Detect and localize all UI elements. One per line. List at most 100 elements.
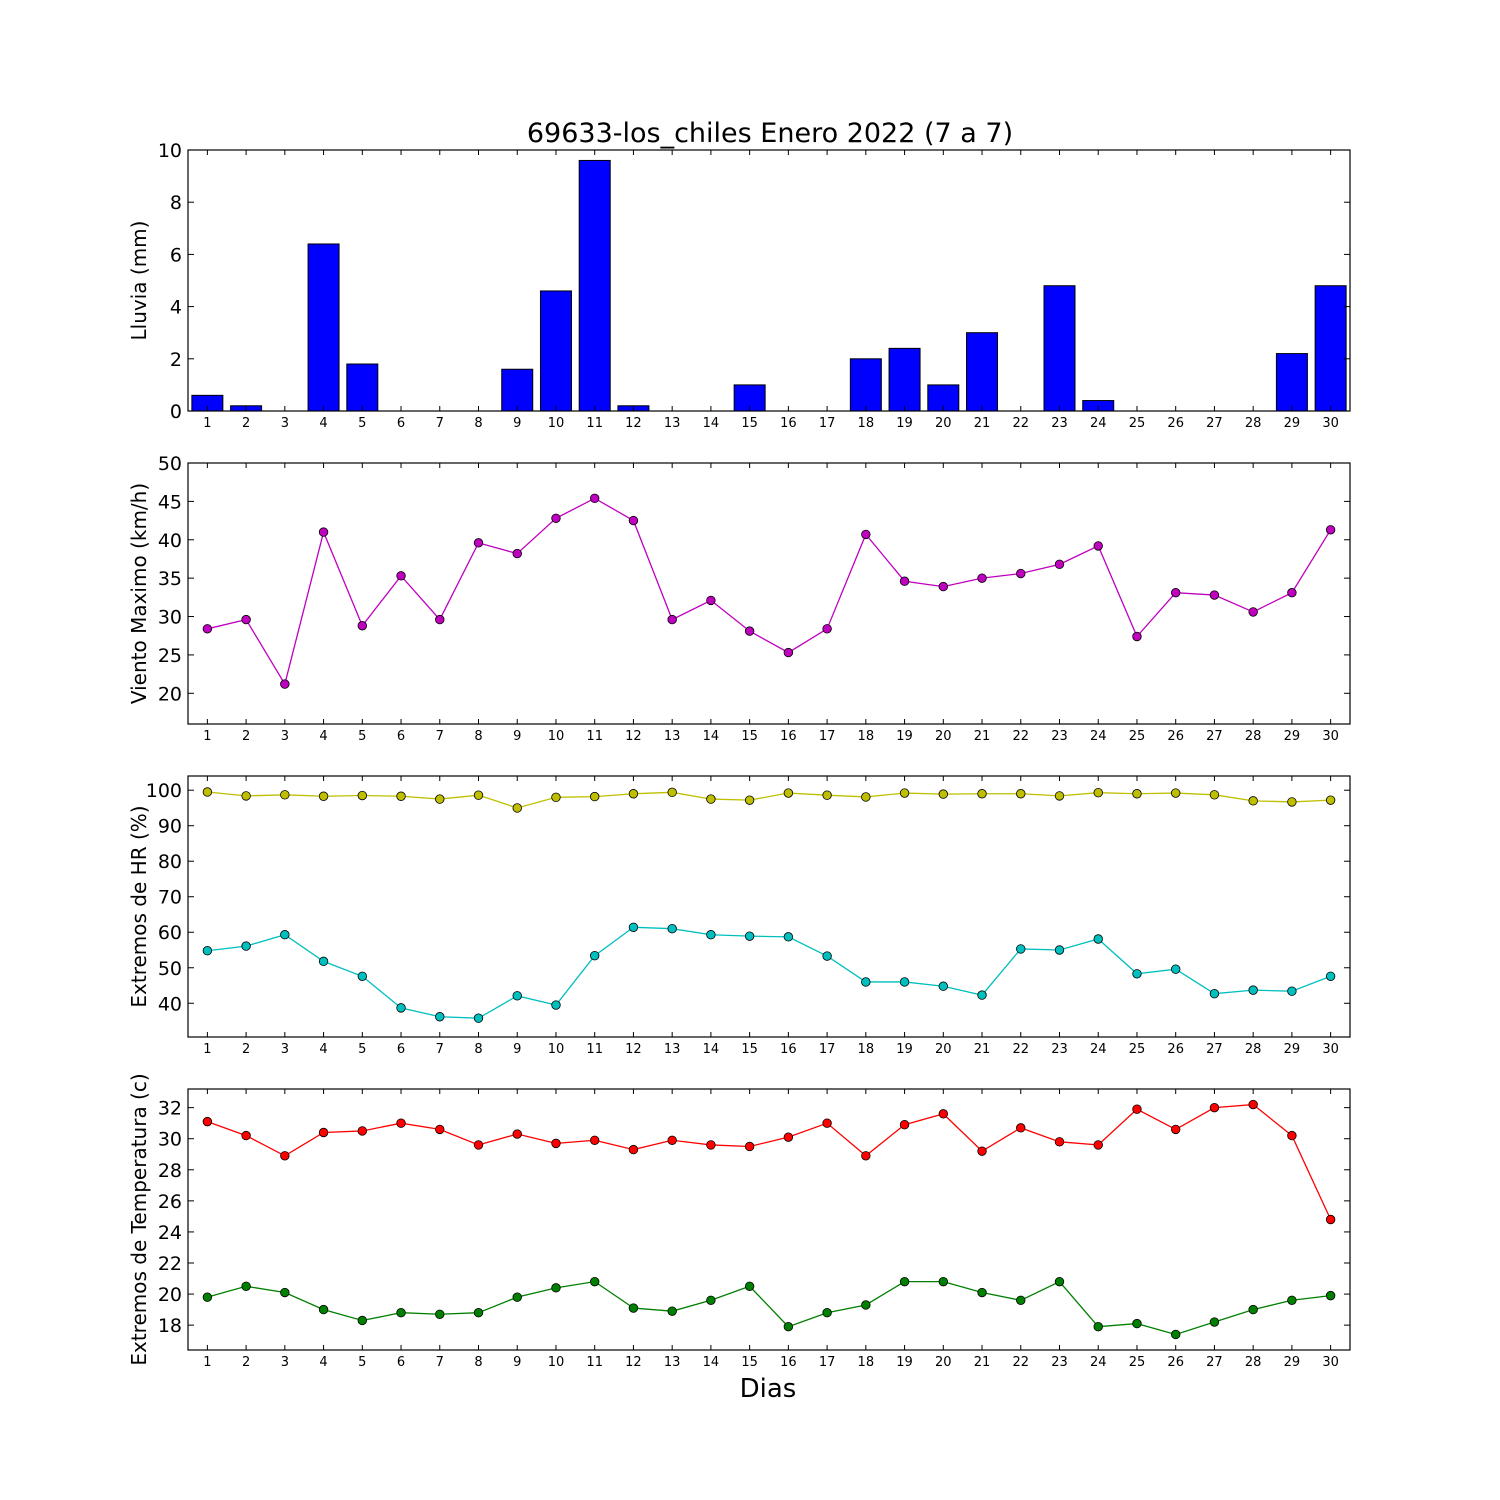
y-tick-label: 90	[158, 816, 182, 838]
point-series-1-day-18	[861, 792, 871, 802]
x-tick-label: 17	[819, 416, 836, 431]
y-tick-label: 2	[170, 349, 182, 371]
bar-day-11	[578, 159, 611, 412]
point-series-1-day-7	[435, 614, 445, 625]
x-tick-label: 27	[1206, 1355, 1223, 1370]
point-series-2-day-7	[435, 1309, 445, 1319]
point-series-1-day-30	[1325, 795, 1336, 805]
point-series-1-day-24	[1093, 541, 1103, 551]
x-tick-label: 3	[281, 1042, 289, 1057]
point-series-1-day-21	[977, 1146, 987, 1156]
point-series-2-day-20	[938, 1276, 949, 1287]
point-series-1-day-2	[241, 791, 251, 801]
x-tick-label: 14	[703, 729, 720, 744]
bar-day-21	[966, 332, 999, 412]
x-tick-label: 2	[242, 1042, 250, 1057]
x-tick-label: 15	[741, 1355, 758, 1370]
point-series-1-day-5	[357, 621, 368, 631]
point-series-2-day-26	[1170, 964, 1181, 974]
y-tick-label: 26	[158, 1191, 182, 1213]
x-tick-label: 5	[358, 1355, 366, 1370]
y-axis-label: Extremos de HR (%)	[127, 805, 151, 1007]
x-tick-label: 19	[896, 1042, 913, 1057]
point-series-2-day-9	[512, 1292, 522, 1302]
point-series-1-day-27	[1209, 1102, 1220, 1113]
point-series-1-day-29	[1287, 797, 1297, 807]
x-tick-label: 17	[819, 1355, 836, 1370]
point-series-2-day-23	[1054, 1276, 1065, 1287]
x-tick-label: 26	[1167, 729, 1184, 744]
y-tick-label: 28	[158, 1160, 182, 1182]
x-tick-label: 12	[625, 1042, 642, 1057]
x-tick-label: 6	[397, 1042, 405, 1057]
y-tick-label: 100	[146, 780, 182, 802]
point-series-2-day-4	[318, 1304, 329, 1315]
x-tick-label: 4	[319, 416, 327, 431]
point-series-2-day-9	[512, 991, 522, 1001]
point-series-2-day-13	[667, 1306, 677, 1316]
x-tick-label: 3	[281, 1355, 289, 1370]
point-series-1-day-16	[783, 788, 794, 798]
x-tick-label: 15	[741, 416, 758, 431]
point-series-1-day-28	[1248, 796, 1258, 806]
x-tick-label: 16	[780, 1042, 797, 1057]
point-series-1-day-21	[977, 573, 987, 583]
x-tick-label: 8	[474, 1042, 482, 1057]
x-tick-label: 28	[1245, 1042, 1262, 1057]
x-tick-label: 9	[513, 729, 521, 744]
point-series-1-day-8	[473, 538, 484, 548]
point-series-2-day-4	[318, 956, 329, 967]
point-series-1-day-26	[1170, 1124, 1181, 1135]
bar-day-18	[849, 358, 882, 412]
x-tick-label: 22	[1012, 729, 1029, 744]
x-tick-label: 18	[858, 1042, 875, 1057]
point-series-2-day-1	[202, 1292, 213, 1302]
point-series-1-day-27	[1209, 590, 1220, 600]
point-series-1-day-13	[667, 1135, 677, 1145]
x-tick-label: 23	[1051, 416, 1068, 431]
point-series-2-day-30	[1325, 971, 1336, 981]
point-series-2-day-5	[357, 1315, 368, 1326]
point-series-2-day-14	[706, 930, 716, 940]
point-series-1-day-19	[899, 1120, 910, 1130]
x-tick-label: 26	[1167, 416, 1184, 431]
x-tick-label: 21	[974, 729, 991, 744]
series-line-1	[207, 1103, 1332, 1220]
point-series-1-day-15	[744, 626, 755, 636]
point-series-2-day-22	[1016, 1295, 1026, 1305]
y-tick-label: 0	[170, 401, 182, 423]
point-series-1-day-15	[744, 1141, 755, 1152]
point-series-1-day-6	[396, 791, 406, 801]
y-tick-label: 4	[170, 297, 182, 319]
x-tick-label: 9	[513, 1355, 521, 1370]
point-series-2-day-27	[1209, 988, 1220, 999]
x-tick-label: 28	[1245, 416, 1262, 431]
x-tick-label: 18	[858, 729, 875, 744]
x-tick-label: 16	[780, 1355, 797, 1370]
point-series-1-day-11	[590, 493, 600, 504]
point-series-2-day-15	[744, 931, 755, 941]
point-series-1-day-22	[1016, 789, 1026, 799]
y-axis-label: Viento Maximo (km/h)	[127, 483, 151, 704]
point-series-1-day-18	[861, 1151, 871, 1161]
y-tick-label: 25	[158, 645, 182, 667]
point-series-1-day-10	[551, 792, 561, 803]
y-tick-label: 20	[158, 1284, 182, 1306]
x-tick-label: 20	[935, 729, 952, 744]
point-series-2-day-11	[590, 1276, 600, 1287]
x-tick-label: 26	[1167, 1042, 1184, 1057]
point-series-1-day-28	[1248, 607, 1258, 617]
point-series-2-day-23	[1054, 945, 1065, 955]
x-tick-label: 3	[281, 416, 289, 431]
x-tick-label: 8	[474, 1355, 482, 1370]
x-tick-label: 10	[548, 1355, 565, 1370]
x-tick-label: 11	[586, 729, 603, 744]
point-series-1-day-5	[357, 1126, 368, 1136]
x-tick-label: 6	[397, 1355, 405, 1370]
point-series-1-day-25	[1132, 1104, 1142, 1114]
point-series-1-day-6	[396, 571, 406, 581]
point-series-1-day-5	[357, 790, 368, 801]
y-axis-label: Lluvia (mm)	[127, 221, 151, 341]
point-series-2-day-18	[861, 977, 871, 987]
point-series-2-day-29	[1287, 1295, 1297, 1305]
